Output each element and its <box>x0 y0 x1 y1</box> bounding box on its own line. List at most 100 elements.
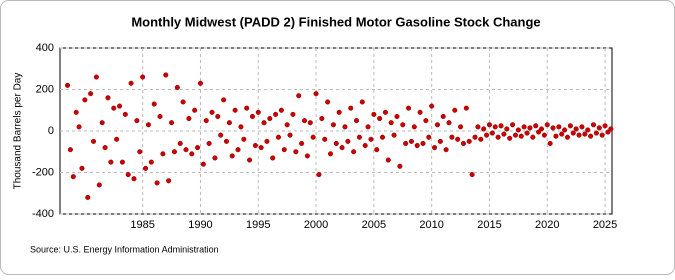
point <box>119 159 125 165</box>
point <box>122 111 128 117</box>
point <box>249 113 256 120</box>
point <box>275 134 282 140</box>
point <box>264 138 270 144</box>
point <box>197 80 204 86</box>
point <box>293 149 299 155</box>
point <box>169 120 175 126</box>
point <box>235 147 241 153</box>
point <box>510 122 516 128</box>
point <box>385 157 391 163</box>
point <box>498 123 504 129</box>
point <box>432 145 438 151</box>
point <box>524 130 530 136</box>
point <box>345 138 351 144</box>
point <box>140 74 146 80</box>
point <box>310 134 316 140</box>
x-tick-label: 2000 <box>304 219 328 231</box>
point <box>166 178 172 184</box>
point <box>252 142 258 149</box>
y-tick-label: 0 <box>48 125 54 137</box>
point <box>73 109 79 115</box>
y-tick-label: -200 <box>32 166 54 178</box>
point <box>183 147 189 153</box>
point <box>116 103 123 109</box>
point <box>137 149 143 155</box>
point <box>541 132 547 138</box>
point <box>157 113 163 120</box>
point <box>93 74 99 80</box>
point <box>533 123 539 129</box>
point <box>426 134 432 140</box>
point <box>579 124 585 130</box>
chart-title: Monthly Midwest (PADD 2) Finished Motor … <box>131 14 540 29</box>
point <box>573 126 579 132</box>
point <box>481 126 487 132</box>
point <box>538 126 545 132</box>
point <box>449 134 455 140</box>
point <box>443 147 449 153</box>
point <box>527 125 533 131</box>
point <box>564 134 571 140</box>
point <box>475 124 481 130</box>
point <box>238 124 244 130</box>
point <box>82 97 88 103</box>
y-tick-label: 400 <box>36 42 54 54</box>
point <box>507 135 513 141</box>
point <box>599 132 605 138</box>
point <box>590 122 597 128</box>
point <box>287 132 293 138</box>
point <box>423 118 429 124</box>
point <box>206 140 212 146</box>
point <box>244 105 250 111</box>
point <box>174 84 180 90</box>
point <box>125 172 131 178</box>
point <box>463 105 469 111</box>
point <box>212 155 218 161</box>
x-tick-label: 1990 <box>188 219 212 231</box>
point <box>403 140 409 146</box>
point <box>325 99 331 105</box>
point <box>408 138 414 144</box>
point <box>379 134 386 140</box>
point <box>339 145 345 151</box>
point <box>446 120 452 126</box>
point <box>290 111 296 117</box>
point <box>547 140 553 146</box>
point <box>391 132 397 138</box>
point <box>267 116 273 122</box>
point <box>90 138 97 144</box>
point <box>96 182 102 188</box>
point <box>608 126 614 132</box>
point <box>530 134 536 140</box>
point <box>602 123 608 129</box>
point <box>209 109 215 115</box>
point <box>102 145 108 151</box>
point <box>76 124 82 130</box>
point <box>501 131 507 137</box>
point <box>313 91 319 97</box>
point <box>299 140 305 146</box>
x-tick-label: 2025 <box>593 219 617 231</box>
point <box>452 107 458 113</box>
point <box>99 120 105 126</box>
point <box>200 161 206 167</box>
x-tick-label: 2010 <box>419 219 443 231</box>
point <box>417 109 423 115</box>
point <box>414 142 420 149</box>
point <box>70 174 76 180</box>
point <box>261 120 267 126</box>
point <box>596 125 602 131</box>
point <box>226 120 232 126</box>
point <box>88 91 94 97</box>
point <box>553 133 559 139</box>
point <box>362 142 368 149</box>
point <box>492 124 498 130</box>
point <box>67 147 73 153</box>
y-axis-label: Thousand Barrels per Day <box>13 73 24 190</box>
point <box>327 151 334 157</box>
point <box>247 157 253 163</box>
point <box>255 109 261 115</box>
point <box>460 140 467 146</box>
point <box>478 136 484 142</box>
